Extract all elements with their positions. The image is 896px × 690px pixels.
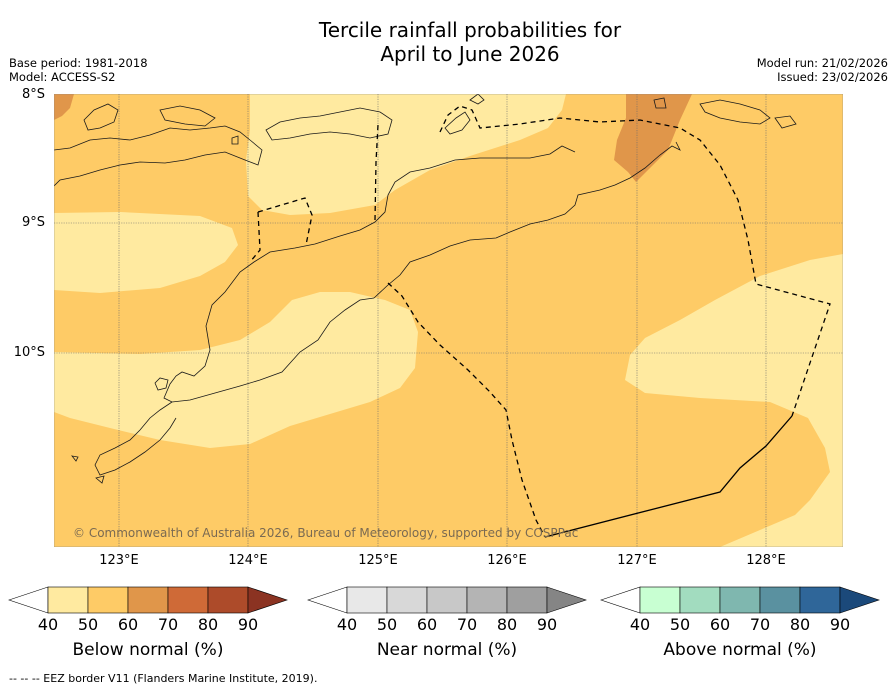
cb-near-tick-70: 70 <box>456 615 478 634</box>
cb-below-tick-50: 50 <box>77 615 99 634</box>
lat-label-8s: 8°S <box>21 87 45 102</box>
light-region-west <box>54 212 238 293</box>
flores-coast <box>54 125 263 187</box>
cb-above-tick-50: 50 <box>669 615 691 634</box>
wetar-coast <box>469 94 485 105</box>
timor-coast-north <box>373 141 681 299</box>
flores-coast-3 <box>159 105 216 127</box>
cb-near-swatch-2 <box>386 586 428 614</box>
dark-region-northeast <box>614 94 692 182</box>
colorbar-above-normal <box>600 586 880 614</box>
cb-near-swatch-5 <box>506 586 548 614</box>
cb-above-left-arrow <box>600 586 641 614</box>
small-island-2 <box>95 475 105 484</box>
eez-solid-segment <box>544 415 793 538</box>
cb-above-swatch-2 <box>679 586 721 614</box>
rote-island <box>231 135 239 145</box>
dark-region-corner <box>54 94 74 120</box>
cb-above-swatch-1 <box>639 586 681 614</box>
light-region-north <box>246 94 566 215</box>
cb-near-swatch-1 <box>346 586 388 614</box>
cb-near-right-arrow <box>546 586 587 614</box>
small-island-1 <box>154 377 169 391</box>
coastlines <box>54 94 797 484</box>
eez-footer-note: -- -- -- EEZ border V11 (Flanders Marine… <box>9 672 318 685</box>
lon-label-128e: 128°E <box>746 553 786 568</box>
cb-above-right-arrow <box>839 586 880 614</box>
lon-label-126e: 126°E <box>487 553 527 568</box>
model-run-text: Model run: 21/02/2026 <box>756 56 888 70</box>
colorbars <box>8 586 880 614</box>
cb-above-swatch-4 <box>759 586 801 614</box>
cb-below-swatch-5 <box>207 586 249 614</box>
cb-above-tick-40: 40 <box>629 615 651 634</box>
cb-near-tick-80: 80 <box>496 615 518 634</box>
cb-below-swatch-2 <box>87 586 129 614</box>
cb-below-right-arrow <box>247 586 288 614</box>
colorbar-near-normal <box>307 586 587 614</box>
cb-above-label: Above normal (%) <box>663 640 817 660</box>
cb-above-tick-70: 70 <box>749 615 771 634</box>
cb-near-tick-90: 90 <box>536 615 558 634</box>
cb-above-tick-80: 80 <box>789 615 811 634</box>
babar-islands <box>699 99 771 125</box>
light-region-southeast <box>625 254 843 547</box>
title-line-2: April to June 2026 <box>380 42 560 66</box>
east-island <box>774 115 797 129</box>
atauro-coast <box>444 111 471 135</box>
cb-above-swatch-3 <box>719 586 761 614</box>
eez-northern-boundary <box>439 105 831 417</box>
graticule <box>54 94 843 547</box>
alor-coast <box>265 107 393 141</box>
cb-near-tick-40: 40 <box>336 615 358 634</box>
model-text: Model: ACCESS-S2 <box>9 70 116 84</box>
rainfall-probability-map <box>54 94 843 547</box>
damar-island <box>653 97 667 109</box>
cb-below-label: Below normal (%) <box>72 640 224 660</box>
cb-below-left-arrow <box>8 586 49 614</box>
cb-below-tick-70: 70 <box>157 615 179 634</box>
colorbar-below-normal <box>8 586 288 614</box>
cb-below-tick-80: 80 <box>197 615 219 634</box>
cb-above-swatch-5 <box>799 586 841 614</box>
timor-coast-west <box>163 145 576 403</box>
lon-label-127e: 127°E <box>617 553 657 568</box>
copyright-text: © Commonwealth of Australia 2026, Bureau… <box>73 526 579 540</box>
eez-western-boundary <box>249 124 379 263</box>
cb-near-swatch-3 <box>426 586 468 614</box>
cb-near-label: Near normal (%) <box>376 640 518 660</box>
cb-below-tick-90: 90 <box>237 615 259 634</box>
cb-near-left-arrow <box>307 586 348 614</box>
lon-label-123e: 123°E <box>99 553 139 568</box>
flores-coast-2 <box>83 103 119 131</box>
lon-label-125e: 125°E <box>358 553 398 568</box>
eez-border <box>249 105 831 538</box>
lat-label-10s: 10°S <box>13 345 45 360</box>
cb-below-swatch-4 <box>167 586 209 614</box>
cb-near-swatch-4 <box>466 586 508 614</box>
cb-below-tick-40: 40 <box>37 615 59 634</box>
lon-label-124e: 124°E <box>228 553 268 568</box>
cb-below-swatch-1 <box>47 586 89 614</box>
cb-below-swatch-3 <box>127 586 169 614</box>
lat-label-9s: 9°S <box>21 215 45 230</box>
cb-below-tick-60: 60 <box>117 615 139 634</box>
issued-text: Issued: 23/02/2026 <box>777 70 888 84</box>
small-island-3 <box>71 455 79 462</box>
cb-above-tick-90: 90 <box>829 615 851 634</box>
base-period-text: Base period: 1981-2018 <box>9 56 148 70</box>
light-region-southwest <box>54 292 418 448</box>
cb-near-tick-60: 60 <box>416 615 438 634</box>
west-timor-coast-south <box>94 401 177 476</box>
eez-southern-boundary <box>387 282 546 538</box>
title-line-1: Tercile rainfall probabilities for <box>318 18 622 42</box>
cb-near-tick-50: 50 <box>376 615 398 634</box>
map-title: Tercile rainfall probabilities for April… <box>0 18 896 66</box>
cb-above-tick-60: 60 <box>709 615 731 634</box>
